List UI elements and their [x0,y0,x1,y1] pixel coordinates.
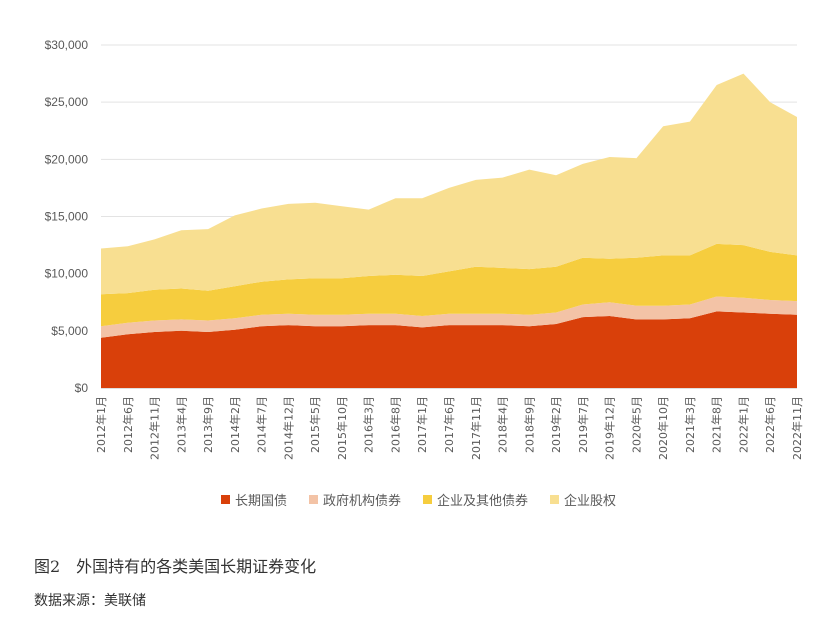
legend-item-corporate-equity: 企业股权 [550,490,616,509]
y-tick-label: $5,000 [51,324,88,338]
x-tick-label: 2016年3月 [362,396,376,453]
x-tick-label: 2019年12月 [603,396,617,460]
x-tick-label: 2013年9月 [201,396,215,453]
x-tick-label: 2022年6月 [763,396,777,453]
legend-label: 企业及其他债券 [437,493,529,509]
data-source: 数据来源：美联储 [34,593,146,609]
legend-label: 长期国债 [234,493,287,509]
x-tick-label: 2019年2月 [549,396,563,453]
x-tick-label: 2022年1月 [737,396,751,453]
area-series-1 [101,296,797,338]
y-tick-label: $0 [75,381,89,395]
legend: 长期国债 政府机构债券 企业及其他债券 企业股权 [0,488,837,510]
y-tick-label: $20,000 [45,152,89,166]
area-series-2 [101,243,797,327]
legend-swatch-corporate-equity [550,494,560,504]
x-tick-label: 2020年10月 [656,396,670,460]
y-tick-label: $10,000 [45,267,89,281]
stacked-area-chart: $0 $5,000 $10,000 $15,000 $20,000 $25,000 $30,… [45,38,804,460]
x-tick-label: 2012年11月 [148,396,162,460]
x-tick-label: 2017年1月 [415,396,429,453]
x-tick-label: 2021年3月 [683,396,697,453]
x-tick-label: 2012年6月 [121,396,135,453]
x-tick-label: 2022年11月 [790,396,804,460]
legend-swatch-corporate-bonds [423,494,432,504]
legend-item-corporate-bonds: 企业及其他债券 [423,490,528,509]
x-tick-label: 2015年10月 [335,396,349,460]
y-tick-label: $25,000 [45,95,89,109]
legend-swatch-agency-bonds [308,494,318,504]
x-tick-label: 2016年8月 [389,396,403,453]
area-series-0 [101,311,797,388]
x-tick-label: 2015年5月 [308,396,322,453]
x-tick-label: 2018年4月 [496,396,510,453]
legend-label: 政府机构债券 [322,493,401,509]
x-tick-label: 2014年7月 [255,396,269,453]
figure-caption: 图2 外国持有的各类美国长期证券变化 [34,557,317,576]
y-tick-label: $30,000 [45,38,89,52]
legend-item-agency-bonds: 政府机构债券 [308,490,401,509]
x-tick-label: 2018年9月 [522,396,536,453]
x-tick-label: 2012年1月 [94,396,108,453]
x-tick-label: 2013年4月 [174,396,188,453]
y-tick-label: $15,000 [45,210,89,224]
legend-label: 企业股权 [564,493,617,509]
area-series-3 [101,73,797,295]
x-tick-label: 2014年12月 [281,396,295,460]
legend-item-long-term-treasury: 长期国债 [220,490,287,509]
legend-swatch-long-term-treasury [220,494,230,504]
x-tick-label: 2017年6月 [442,396,456,453]
x-tick-label: 2017年11月 [469,396,483,460]
x-tick-label: 2021年8月 [710,396,724,453]
x-tick-label: 2019年7月 [576,396,590,453]
x-tick-label: 2020年5月 [629,396,643,453]
x-tick-label: 2014年2月 [228,396,242,453]
